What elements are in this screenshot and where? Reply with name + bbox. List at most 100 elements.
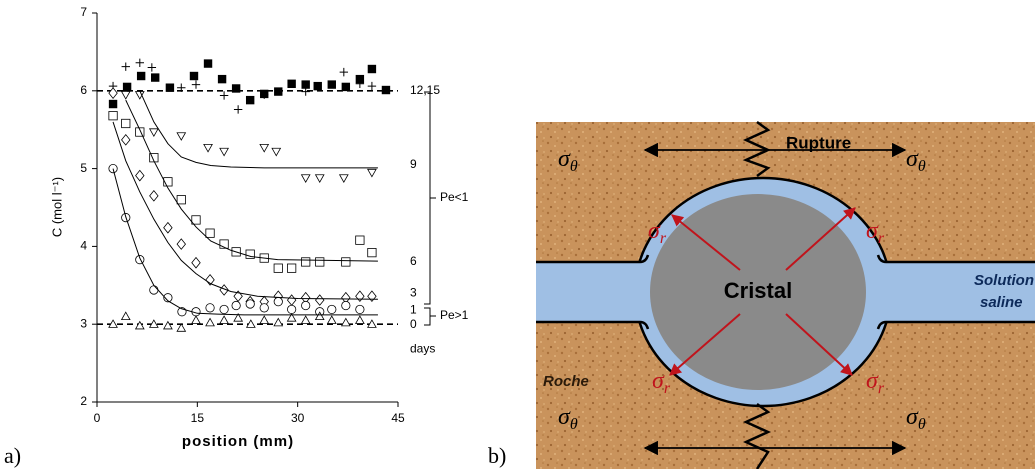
data-point — [108, 319, 118, 328]
data-point — [231, 84, 241, 93]
data-point — [341, 300, 351, 311]
x-tick-label: 0 — [94, 411, 101, 425]
data-point — [315, 294, 325, 306]
stress-label: σθ — [906, 146, 926, 175]
data-point — [135, 58, 145, 67]
stress-subscript: θ — [570, 158, 578, 175]
x-axis-label: position (mm) — [182, 433, 294, 450]
channel-edge — [536, 254, 1035, 330]
crystal — [650, 194, 866, 390]
data-point — [314, 174, 325, 183]
red-arrow — [785, 207, 856, 271]
data-point — [121, 62, 130, 71]
data-point — [189, 71, 199, 81]
data-point — [271, 147, 282, 157]
rupture-label: Rupture — [786, 133, 851, 152]
fit-line — [112, 121, 378, 300]
data-point — [148, 319, 159, 328]
data-point — [219, 315, 229, 324]
data-point — [163, 320, 173, 330]
data-point — [340, 317, 351, 327]
data-point — [273, 263, 283, 273]
data-point — [301, 257, 311, 267]
solution-label: Solution — [974, 272, 1034, 289]
data-point — [219, 304, 229, 315]
data-point — [147, 63, 157, 72]
data-point — [203, 143, 213, 153]
data-point — [231, 300, 241, 311]
red-arrow — [669, 313, 741, 376]
data-point — [315, 257, 325, 267]
data-point — [122, 82, 132, 92]
data-point — [354, 315, 365, 324]
stress-subscript: r — [878, 380, 885, 397]
data-point — [163, 293, 173, 303]
data-point — [108, 87, 118, 99]
y-tick-label: 6 — [80, 83, 87, 97]
stress-subscript: θ — [918, 158, 926, 175]
stress-subscript: θ — [570, 416, 578, 433]
data-point — [135, 169, 145, 182]
data-point — [205, 303, 215, 313]
data-point — [108, 111, 118, 121]
data-point — [121, 118, 131, 129]
data-point — [148, 128, 159, 138]
data-point — [176, 238, 186, 250]
stress-label: σθ — [906, 404, 926, 433]
series-label: 12,15 — [410, 83, 440, 97]
y-tick-label: 2 — [80, 394, 87, 408]
series-label: 0 — [410, 317, 417, 331]
red-arrow — [671, 214, 741, 271]
stress-subscript: r — [664, 380, 671, 397]
bracket-label: Pe>1 — [440, 308, 469, 322]
data-point — [367, 168, 377, 178]
data-point — [245, 95, 255, 105]
stress-symbol: σ — [906, 404, 919, 430]
data-point — [176, 132, 187, 141]
stress-symbol: σ — [906, 146, 919, 172]
data-point — [165, 83, 175, 92]
data-point — [287, 79, 296, 88]
series-label: 6 — [410, 254, 417, 268]
data-point — [273, 297, 283, 307]
data-point — [286, 294, 297, 306]
fit-line — [139, 90, 378, 169]
data-point — [191, 215, 201, 225]
data-point — [367, 81, 377, 91]
series-label: days — [410, 341, 435, 355]
stress-label: σr — [648, 218, 667, 247]
data-point — [341, 257, 351, 267]
y-tick-label: 3 — [80, 316, 87, 330]
data-point — [300, 315, 311, 324]
data-point — [274, 87, 283, 96]
y-axis-label: C (mol l⁻¹) — [49, 177, 64, 237]
series-label: 9 — [410, 157, 417, 171]
stress-subscript: θ — [918, 416, 926, 433]
data-point — [355, 290, 365, 303]
data-point — [176, 323, 187, 332]
data-point — [163, 221, 173, 234]
data-point — [205, 228, 215, 238]
data-point — [135, 127, 145, 137]
data-point — [120, 311, 131, 321]
data-point — [313, 81, 322, 91]
data-point — [286, 312, 297, 322]
data-point — [205, 317, 215, 327]
data-point — [314, 311, 325, 321]
data-point — [219, 239, 229, 249]
data-point — [355, 235, 365, 245]
solution-label: saline — [980, 294, 1023, 311]
series-label: 1 — [410, 302, 417, 316]
stress-symbol: σ — [558, 404, 571, 430]
stress-symbol: σ — [648, 218, 661, 244]
data-point — [301, 300, 311, 311]
data-point — [355, 304, 365, 315]
data-point — [326, 315, 337, 324]
data-point — [327, 80, 336, 89]
y-tick-label: 5 — [80, 161, 87, 175]
y-tick-label: 4 — [80, 239, 87, 253]
data-point — [191, 256, 201, 269]
chart-a: C (mol l⁻¹) position (mm) Pe<1 Pe>1 a) 2… — [4, 5, 469, 468]
data-point — [273, 317, 284, 327]
data-point — [367, 248, 377, 258]
